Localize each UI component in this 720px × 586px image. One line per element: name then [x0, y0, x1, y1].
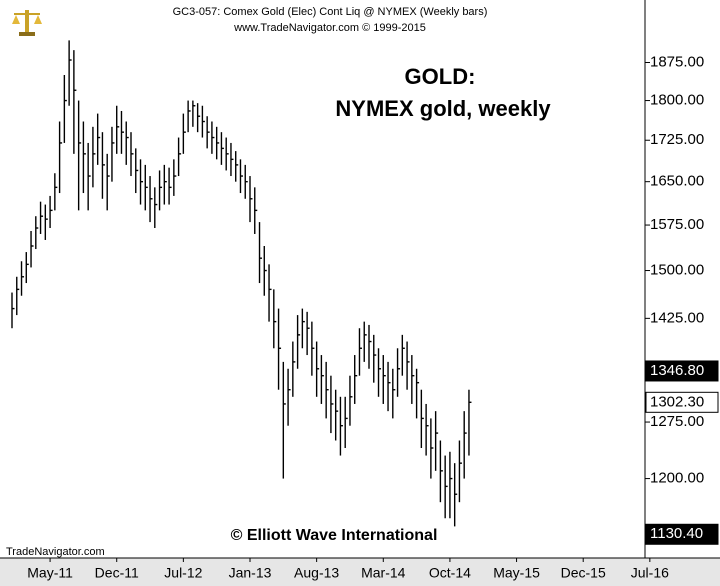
header: GC3-057: Comex Gold (Elec) Cont Liq @ NY…	[173, 6, 488, 18]
y-tick-label: 1575.00	[650, 216, 704, 233]
subheader: www.TradeNavigator.com © 1999-2015	[233, 22, 426, 34]
chart-title: GOLD:	[405, 64, 476, 89]
x-tick-label: May-15	[493, 565, 540, 581]
x-tick-label: Dec-15	[561, 565, 606, 581]
y-tick-label: 1800.00	[650, 92, 704, 109]
x-tick-label: Dec-11	[95, 565, 139, 581]
price-flag	[645, 391, 719, 413]
x-tick-label: Aug-13	[294, 565, 339, 581]
y-tick-label: 1275.00	[650, 413, 704, 430]
x-tick-label: Jan-13	[229, 565, 272, 581]
logo	[12, 10, 42, 36]
x-axis-band	[0, 558, 720, 586]
y-tick-label: 1650.00	[650, 173, 704, 190]
price-flag	[645, 360, 719, 382]
x-tick-label: May-11	[27, 565, 73, 581]
x-tick-label: Mar-14	[361, 565, 406, 581]
price-flag-label: 1302.30	[650, 393, 704, 410]
price-flag-label: 1346.80	[650, 362, 704, 379]
y-tick-label: 1725.00	[650, 131, 704, 148]
price-flag-label: 1130.40	[650, 525, 703, 542]
price-flag	[645, 523, 719, 545]
y-tick-label: 1875.00	[650, 53, 704, 70]
y-tick-label: 1425.00	[650, 309, 704, 326]
chart-subtitle: NYMEX gold, weekly	[335, 96, 551, 121]
copyright: © Elliott Wave International	[231, 527, 438, 544]
x-tick-label: Jul-12	[164, 565, 202, 581]
source: TradeNavigator.com	[6, 546, 105, 558]
x-tick-label: Oct-14	[429, 565, 471, 581]
x-tick-label: Jul-16	[631, 565, 669, 581]
y-tick-label: 1200.00	[650, 470, 704, 487]
y-tick-label: 1500.00	[650, 262, 704, 279]
